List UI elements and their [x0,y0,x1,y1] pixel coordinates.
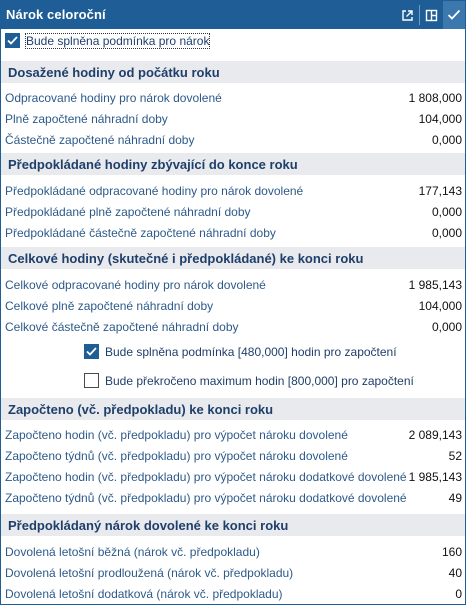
row-value: 160 [441,545,462,559]
section-header-achieved: Dosažené hodiny od počátku roku [1,61,465,83]
row-value: 0,000 [431,133,462,147]
list-item: Celkové částečně započtené náhradní doby… [1,317,465,337]
max-hours-checkbox[interactable]: Bude překročeno maximum hodin [800,000] … [84,373,414,388]
list-item: Odpracované hodiny pro nárok dovolené 1 … [1,88,465,108]
section-header-counted: Započteno (vč. předpokladu) ke konci rok… [1,398,465,420]
panel-title: Nárok celoroční [6,7,106,22]
row-value: 49 [448,491,462,505]
row-value: 40 [448,566,462,580]
list-item: Předpokládané plně započtené náhradní do… [1,202,465,222]
list-item: Částečně započtené náhradní doby 0,000 [1,130,465,150]
row-label: Započteno týdnů (vč. předpokladu) pro vý… [5,449,348,463]
row-value: 1 985,143 [408,278,462,292]
row-label: Částečně započtené náhradní doby [5,133,195,147]
check-icon [447,9,461,20]
row-value: 177,143 [418,184,462,198]
dock-icon [425,9,437,21]
section-header-entitlement: Předpokládaný nárok dovolené ke konci ro… [1,514,465,536]
list-item: Započteno hodin (vč. předpokladu) pro vý… [1,425,465,445]
section-title: Předpokládané hodiny zbývající do konce … [8,157,298,172]
row-label: Celkové částečně započtené náhradní doby [5,320,239,334]
row-label: Předpokládané plně započtené náhradní do… [5,205,251,219]
top-checkbox-label: Bude splněna podmínka pro nárok [24,32,211,49]
section-title: Započteno (vč. předpokladu) ke konci rok… [8,402,274,417]
open-external-button[interactable] [396,1,418,29]
row-label: Započteno hodin (vč. předpokladu) pro vý… [5,428,348,442]
section-header-total: Celkové hodiny (skutečné i předpokládané… [1,247,465,269]
row-label: Předpokládané částečně započtené náhradn… [5,226,276,240]
row-label: Započteno hodin (vč. předpokladu) pro vý… [5,470,407,484]
row-value: 1 985,143 [408,470,462,484]
section-title: Předpokládaný nárok dovolené ke konci ro… [8,518,289,533]
top-condition-checkbox[interactable]: Bude splněna podmínka pro nárok [5,32,211,49]
list-item: Započteno týdnů (vč. předpokladu) pro vý… [1,488,465,508]
checkbox-unchecked-icon[interactable] [84,373,99,388]
row-label: Předpokládané odpracované hodiny pro nár… [5,184,304,198]
row-value: 104,000 [418,112,462,126]
list-item: Dovolená letošní dodatková (nárok vč. př… [1,584,465,604]
row-value: 0,000 [431,226,462,240]
row-value: 0,000 [431,320,462,334]
row-label: Dovolená letošní dodatková (nárok vč. př… [5,587,283,601]
list-item: Plně započtené náhradní doby 104,000 [1,109,465,129]
list-item: Celkové odpracované hodiny pro nárok dov… [1,275,465,295]
title-bar: Nárok celoroční [1,1,465,29]
row-label: Odpracované hodiny pro nárok dovolené [5,91,222,105]
list-item: Předpokládané částečně započtené náhradn… [1,223,465,243]
list-item: Započteno týdnů (vč. předpokladu) pro vý… [1,446,465,466]
min-hours-label: Bude splněna podmínka [480,000] hodin pr… [105,344,397,359]
row-value: 104,000 [418,299,462,313]
max-hours-label: Bude překročeno maximum hodin [800,000] … [105,373,414,388]
row-label: Plně započtené náhradní doby [5,112,168,126]
min-hours-checkbox[interactable]: Bude splněna podmínka [480,000] hodin pr… [84,344,397,359]
list-item: Celkové plně započtené náhradní doby 104… [1,296,465,316]
row-value: 52 [448,449,462,463]
row-value: 1 808,000 [408,91,462,105]
row-value: 2 089,143 [408,428,462,442]
list-item: Dovolená letošní běžná (nárok vč. předpo… [1,542,465,562]
list-item: Předpokládané odpracované hodiny pro nár… [1,181,465,201]
confirm-button[interactable] [443,1,465,29]
row-value: 0,000 [431,205,462,219]
checkbox-checked-icon[interactable] [84,344,99,359]
section-title: Dosažené hodiny od počátku roku [8,65,220,80]
row-label: Dovolená letošní běžná (nárok vč. předpo… [5,545,260,559]
open-external-icon [401,9,413,21]
list-item: Započteno hodin (vč. předpokladu) pro vý… [1,467,465,487]
row-label: Celkové odpracované hodiny pro nárok dov… [5,278,266,292]
section-header-expected: Předpokládané hodiny zbývající do konce … [1,153,465,175]
list-item: Dovolená letošní prodloužená (nárok vč. … [1,563,465,583]
row-label: Dovolená letošní prodloužená (nárok vč. … [5,566,294,580]
row-label: Celkové plně započtené náhradní doby [5,299,214,313]
row-label: Započteno týdnů (vč. předpokladu) pro vý… [5,491,407,505]
dock-button[interactable] [420,1,442,29]
section-title: Celkové hodiny (skutečné i předpokládané… [8,251,364,266]
checkbox-checked-icon[interactable] [5,33,20,48]
row-value: 0 [455,587,462,601]
